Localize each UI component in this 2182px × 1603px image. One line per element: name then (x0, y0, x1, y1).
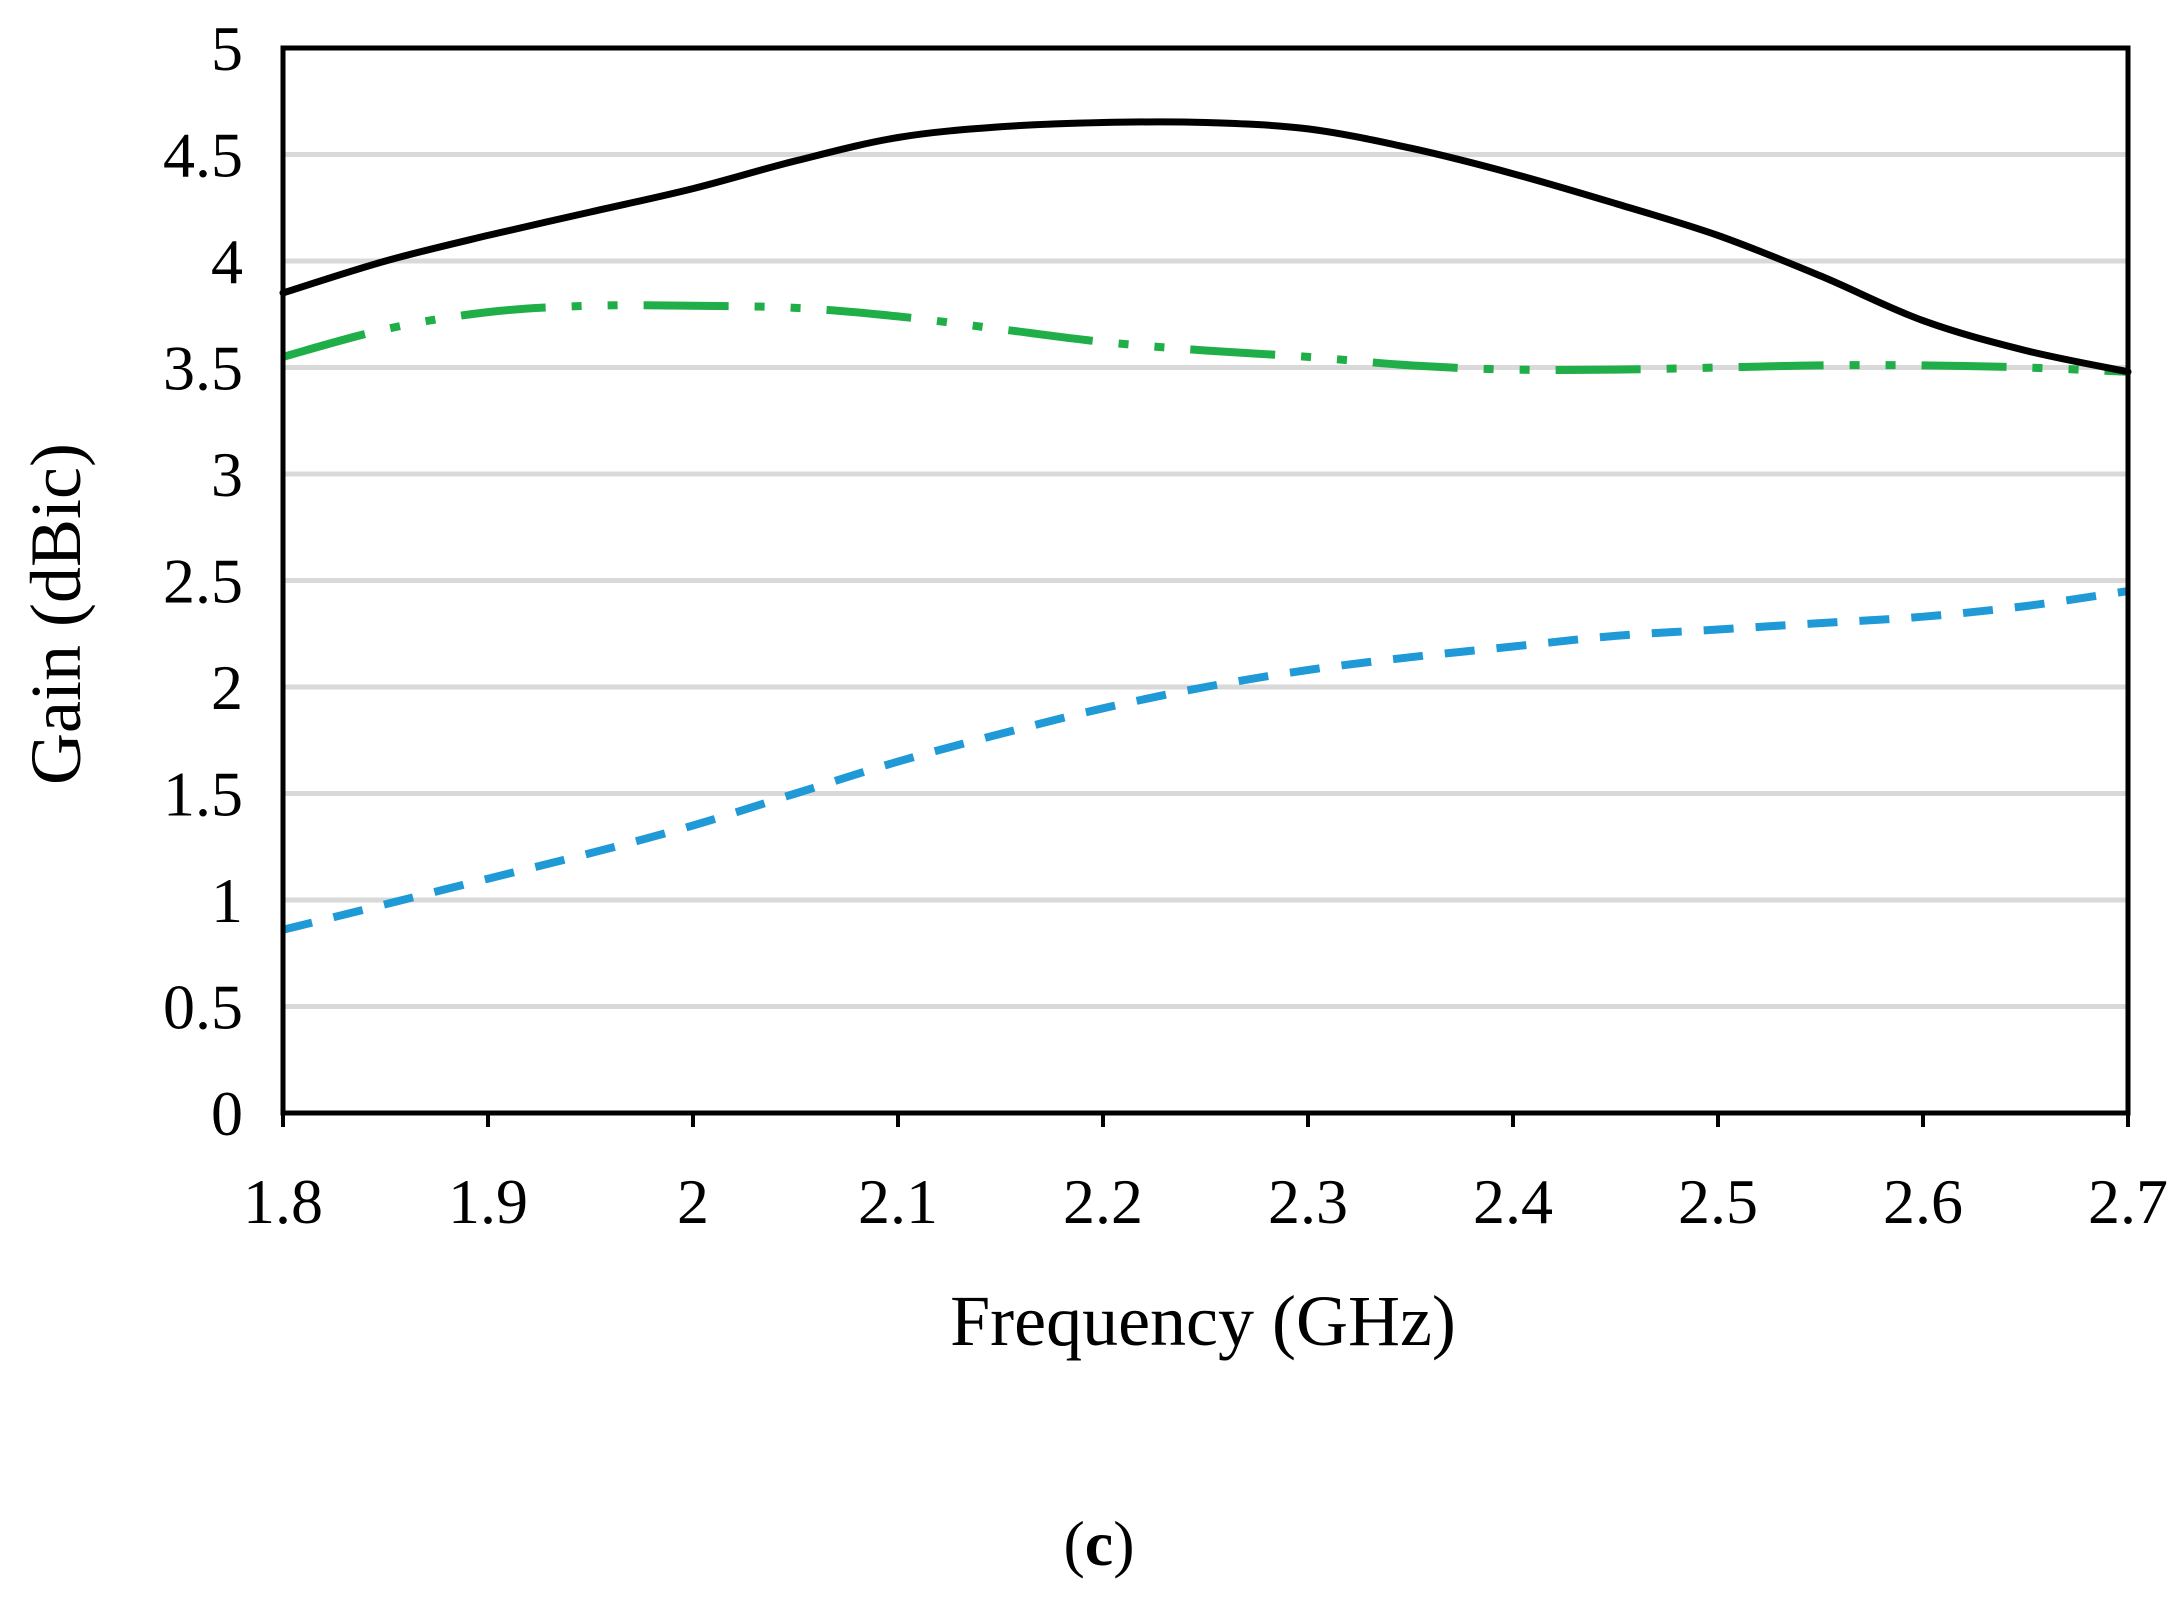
y-tick-label: 1 (211, 865, 243, 936)
series-line-dashed-blue (282, 587, 2129, 934)
x-tick-label: 1.8 (243, 1166, 323, 1237)
y-tick-label: 2 (211, 652, 243, 723)
y-tick-label: 3.5 (163, 333, 243, 404)
plot-frame (280, 45, 2131, 1116)
x-tick-labels: 1.8 1.9 2 2.1 2.2 2.3 2.4 2.5 2.6 2.7 (243, 1166, 2168, 1237)
x-tick-label: 1.9 (448, 1166, 528, 1237)
x-tick-label: 2 (677, 1166, 709, 1237)
gridlines (283, 152, 2128, 1009)
y-tick-label: 5 (211, 13, 243, 84)
y-tick-label: 4 (211, 226, 243, 297)
series-line-solid-black (279, 118, 2132, 376)
series-layer (279, 118, 2132, 934)
y-tick-labels: 0 0.5 1 1.5 2 2.5 3 3.5 4 4.5 5 (163, 13, 243, 1149)
caption-close-paren: ) (1113, 1508, 1134, 1579)
y-tick-label: 2.5 (163, 546, 243, 617)
x-tick-label: 2.4 (1473, 1166, 1553, 1237)
x-ticks (281, 1113, 2130, 1127)
series-line-dash-dot-dot-green (281, 301, 2129, 376)
x-tick-label: 2.7 (2088, 1166, 2168, 1237)
caption-open-paren: ( (1063, 1508, 1084, 1579)
x-tick-label: 2.2 (1063, 1166, 1143, 1237)
y-tick-label: 4.5 (163, 120, 243, 191)
figure-caption: (c) (1063, 1508, 1134, 1579)
x-tick-label: 2.3 (1268, 1166, 1348, 1237)
y-tick-label: 1.5 (163, 759, 243, 830)
y-tick-label: 0 (211, 1078, 243, 1149)
x-tick-label: 2.5 (1678, 1166, 1758, 1237)
caption-letter: c (1085, 1508, 1113, 1579)
x-tick-label: 2.1 (858, 1166, 938, 1237)
y-tick-label: 0.5 (163, 972, 243, 1043)
y-axis-title: Gain (dBic) (16, 443, 96, 785)
y-tick-label: 3 (211, 439, 243, 510)
x-tick-label: 2.6 (1883, 1166, 1963, 1237)
x-axis-title: Frequency (GHz) (950, 1281, 1456, 1361)
